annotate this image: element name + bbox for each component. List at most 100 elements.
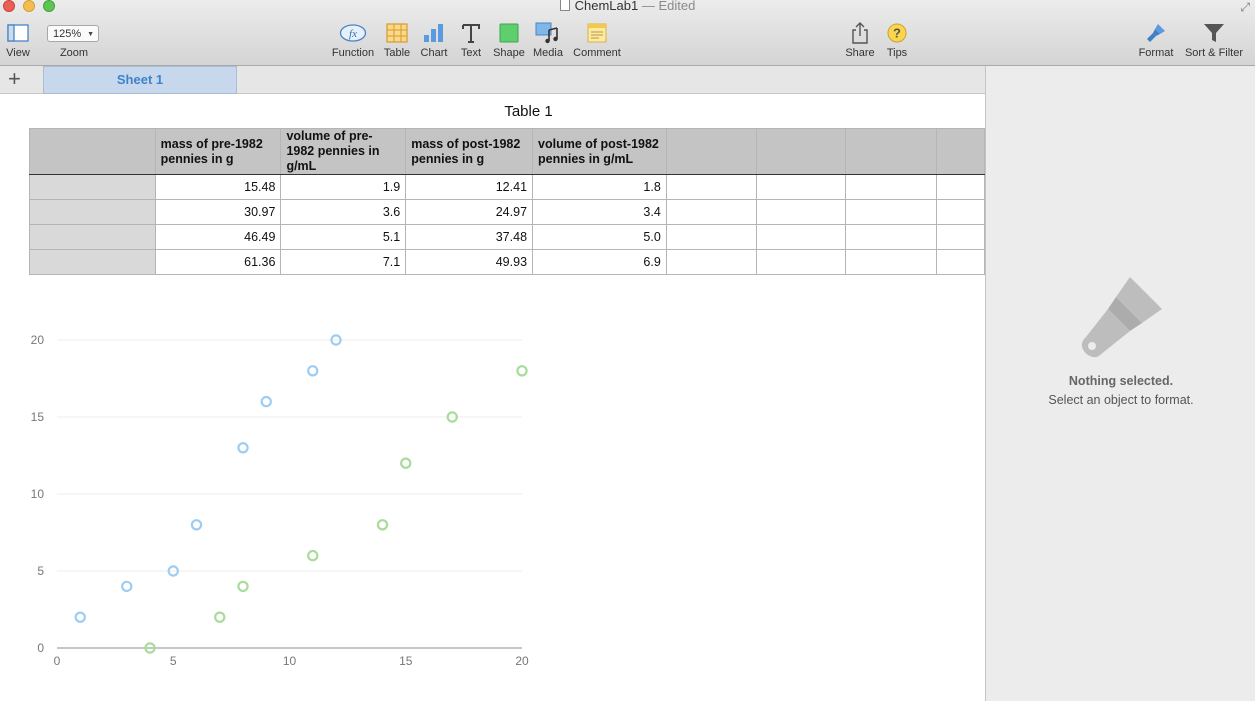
comment-icon bbox=[572, 22, 622, 44]
zoom-window-button[interactable] bbox=[43, 0, 55, 12]
close-window-button[interactable] bbox=[3, 0, 15, 12]
header-cell[interactable] bbox=[845, 128, 938, 175]
fullscreen-icon[interactable]: ⤢ bbox=[1240, 0, 1250, 14]
header-cell[interactable] bbox=[936, 128, 985, 175]
table-cell[interactable] bbox=[755, 249, 847, 275]
table-cell[interactable]: 37.48 bbox=[405, 224, 534, 250]
y-tick-label: 15 bbox=[31, 410, 45, 424]
add-sheet-button[interactable]: + bbox=[8, 66, 21, 91]
table-cell[interactable]: 1.8 bbox=[532, 174, 667, 200]
zoom-select[interactable]: 125% ▼ bbox=[47, 24, 99, 42]
table-cell[interactable] bbox=[755, 199, 847, 225]
row-header-cell[interactable] bbox=[29, 224, 156, 250]
header-cell[interactable]: volume of pre-1982 pennies in g/mL bbox=[280, 128, 407, 175]
table-cell[interactable] bbox=[936, 199, 985, 225]
view-button[interactable]: View bbox=[4, 22, 32, 59]
sheet-canvas: Table 1 mass of pre-1982 pennies in g vo… bbox=[0, 94, 985, 701]
table-cell[interactable]: 6.9 bbox=[532, 249, 667, 275]
y-tick-label: 20 bbox=[31, 333, 45, 347]
data-point-series-2 bbox=[516, 365, 528, 377]
table-cell[interactable]: 24.97 bbox=[405, 199, 534, 225]
shape-icon bbox=[493, 22, 525, 44]
sort-filter-button[interactable]: Sort & Filter bbox=[1183, 22, 1245, 59]
sort-filter-label: Sort & Filter bbox=[1184, 47, 1244, 59]
table-cell[interactable] bbox=[936, 224, 985, 250]
table-cell[interactable]: 61.36 bbox=[154, 249, 282, 275]
table-cell[interactable] bbox=[845, 174, 938, 200]
format-button[interactable]: Format bbox=[1136, 22, 1176, 59]
row-header-cell[interactable] bbox=[29, 174, 156, 200]
table-title[interactable]: Table 1 bbox=[504, 103, 553, 120]
table-cell[interactable]: 3.4 bbox=[532, 199, 667, 225]
shape-label: Shape bbox=[493, 47, 525, 59]
data-point-series-1 bbox=[330, 334, 342, 346]
row-header-cell[interactable] bbox=[29, 249, 156, 275]
header-cell[interactable]: mass of pre-1982 pennies in g bbox=[154, 128, 282, 175]
shape-button[interactable]: Shape bbox=[493, 22, 525, 59]
table-cell[interactable]: 15.48 bbox=[154, 174, 282, 200]
header-cell[interactable] bbox=[665, 128, 757, 175]
data-point-series-2 bbox=[237, 580, 249, 593]
header-cell[interactable]: volume of post-1982 pennies in g/mL bbox=[532, 128, 667, 175]
edited-status: Edited bbox=[658, 0, 696, 13]
table-cell[interactable]: 5.0 bbox=[532, 224, 667, 250]
table-cell[interactable]: 30.97 bbox=[154, 199, 282, 225]
svg-text:?: ? bbox=[893, 26, 901, 41]
table-button[interactable]: Table bbox=[383, 22, 411, 59]
toolbar: ChemLab1 — Edited ⤢ View 125% ▼ Zoom fx F… bbox=[0, 0, 1255, 66]
minimize-window-button[interactable] bbox=[23, 0, 35, 12]
data-point-series-2 bbox=[400, 457, 412, 469]
x-tick-label: 5 bbox=[170, 654, 177, 668]
header-cell[interactable] bbox=[755, 128, 847, 175]
x-tick-label: 0 bbox=[54, 654, 61, 668]
document-name: ChemLab1 bbox=[574, 0, 639, 13]
table-cell[interactable] bbox=[755, 224, 847, 250]
table-cell[interactable] bbox=[845, 249, 938, 275]
function-button[interactable]: fx Function bbox=[329, 22, 377, 59]
table-cell[interactable] bbox=[936, 174, 985, 200]
chart-button[interactable]: Chart bbox=[419, 22, 449, 59]
corner-cell[interactable] bbox=[29, 128, 156, 175]
table-cell[interactable] bbox=[936, 249, 985, 275]
window-title: ChemLab1 — Edited bbox=[0, 0, 1255, 13]
text-icon bbox=[457, 22, 485, 44]
data-point-series-1 bbox=[307, 365, 319, 377]
table-cell[interactable] bbox=[755, 174, 847, 200]
text-button[interactable]: Text bbox=[457, 22, 485, 59]
sheet-tab-bar: + Sheet 1 bbox=[0, 66, 985, 94]
zoom-control[interactable]: 125% ▼ Zoom bbox=[47, 22, 101, 59]
filter-icon bbox=[1183, 22, 1245, 44]
text-label: Text bbox=[460, 47, 482, 59]
media-button[interactable]: Media bbox=[532, 22, 564, 59]
header-cell[interactable]: mass of post-1982 pennies in g bbox=[405, 128, 534, 175]
table-cell[interactable] bbox=[845, 199, 938, 225]
zoom-value: 125% bbox=[53, 27, 82, 40]
table-cell[interactable]: 46.49 bbox=[154, 224, 282, 250]
tips-icon: ? bbox=[884, 22, 910, 44]
data-point-series-1 bbox=[260, 395, 272, 408]
table-row: 46.49 5.1 37.48 5.0 bbox=[29, 224, 985, 250]
share-button[interactable]: Share bbox=[845, 22, 875, 59]
scatter-chart[interactable]: 0 5 10 15 20 0 5 10 15 20 bbox=[0, 320, 560, 680]
table-cell[interactable]: 12.41 bbox=[405, 174, 534, 200]
table-cell[interactable] bbox=[665, 199, 757, 225]
table-cell[interactable]: 7.1 bbox=[280, 249, 407, 275]
table-cell[interactable] bbox=[845, 224, 938, 250]
table-cell[interactable] bbox=[665, 224, 757, 250]
data-table[interactable]: mass of pre-1982 pennies in g volume of … bbox=[29, 128, 985, 275]
table-cell[interactable]: 5.1 bbox=[280, 224, 407, 250]
comment-button[interactable]: Comment bbox=[572, 22, 622, 59]
row-header-cell[interactable] bbox=[29, 199, 156, 225]
table-cell[interactable] bbox=[665, 174, 757, 200]
function-icon: fx bbox=[329, 22, 377, 44]
table-icon bbox=[383, 22, 411, 44]
table-cell[interactable]: 1.9 bbox=[280, 174, 407, 200]
table-cell[interactable] bbox=[665, 249, 757, 275]
table-cell[interactable]: 49.93 bbox=[405, 249, 534, 275]
x-tick-label: 15 bbox=[399, 654, 413, 668]
tips-button[interactable]: ? Tips bbox=[884, 22, 910, 59]
table-cell[interactable]: 3.6 bbox=[280, 199, 407, 225]
nothing-selected-subtitle: Select an object to format. bbox=[1048, 393, 1194, 407]
tab-sheet-1[interactable]: Sheet 1 bbox=[43, 66, 237, 94]
table-row: 15.48 1.9 12.41 1.8 bbox=[29, 174, 985, 200]
